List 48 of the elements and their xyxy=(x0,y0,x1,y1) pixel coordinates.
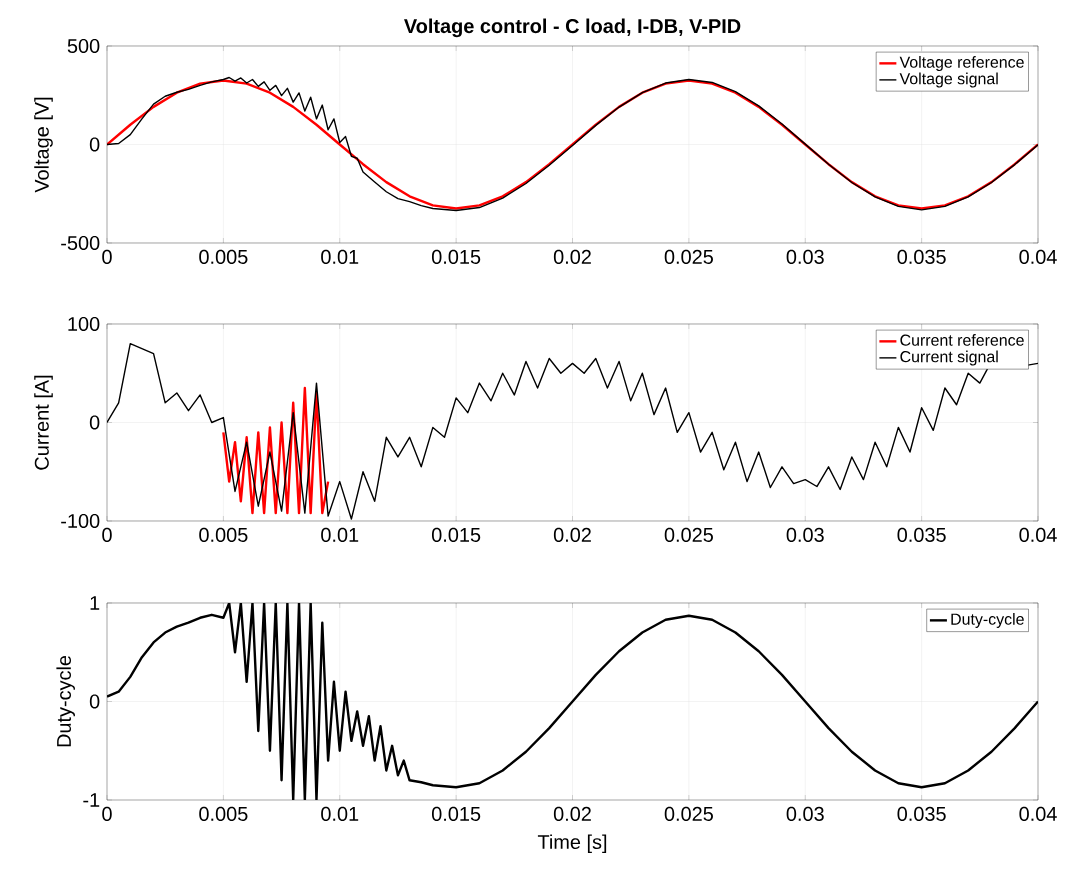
legend-label: Current reference xyxy=(900,334,1024,346)
legend-label: Voltage signal xyxy=(899,72,998,88)
y-axis-title: Duty-cycle xyxy=(56,655,75,747)
x-tick-label: 0.03 xyxy=(786,806,824,821)
x-tick-label: 0.04 xyxy=(1019,806,1057,821)
x-tick-label: 0 xyxy=(102,527,112,542)
x-tick-label: 0.01 xyxy=(321,249,359,264)
y-axis-title: Voltage [V] xyxy=(34,97,53,193)
y-tick-label: -500 xyxy=(61,235,100,251)
x-tick-label: 0.025 xyxy=(664,527,713,542)
y-tick-label: 1 xyxy=(90,596,100,610)
x-tick-label: 0 xyxy=(102,806,112,821)
x-tick-label: 0.01 xyxy=(321,527,359,542)
chart-title: Voltage control - C load, I-DB, V-PID xyxy=(404,18,741,38)
y-tick-label: 100 xyxy=(68,316,100,332)
x-axis-title: Time [s] xyxy=(537,834,607,854)
x-tick-label: 0 xyxy=(102,249,112,264)
x-tick-label: 0.03 xyxy=(786,249,824,264)
x-tick-label: 0.015 xyxy=(431,527,481,542)
y-tick-label: 0 xyxy=(89,694,100,709)
x-tick-label: 0.01 xyxy=(321,806,359,821)
x-tick-label: 0.035 xyxy=(897,806,946,821)
x-tick-label: 0.005 xyxy=(199,527,248,542)
y-axis-title: Current [A] xyxy=(34,375,53,470)
x-tick-label: 0.035 xyxy=(897,527,946,542)
line-series xyxy=(107,603,1039,800)
x-tick-label: 0.025 xyxy=(664,806,713,821)
x-tick-label: 0.02 xyxy=(553,249,591,264)
x-tick-label: 0.04 xyxy=(1019,527,1057,542)
x-tick-label: 0.04 xyxy=(1019,249,1057,264)
y-tick-label: -1 xyxy=(83,793,100,807)
legend-label: Duty-cycle xyxy=(951,613,1024,628)
x-tick-label: 0.02 xyxy=(553,806,591,821)
x-tick-label: 0.015 xyxy=(431,806,481,821)
y-tick-label: 0 xyxy=(89,137,100,152)
x-tick-label: 0.005 xyxy=(199,249,248,264)
line-series xyxy=(222,386,330,515)
x-tick-label: 0.005 xyxy=(199,806,248,821)
x-tick-label: 0.025 xyxy=(664,249,713,264)
x-tick-label: 0.015 xyxy=(431,249,481,264)
y-tick-label: 0 xyxy=(89,415,100,430)
legend-label: Voltage reference xyxy=(899,56,1024,71)
legend-label: Current signal xyxy=(900,350,998,366)
y-tick-label: 500 xyxy=(67,38,100,54)
x-tick-label: 0.02 xyxy=(553,527,591,542)
x-tick-label: 0.035 xyxy=(897,249,946,264)
y-tick-label: -100 xyxy=(61,513,100,529)
x-tick-label: 0.03 xyxy=(786,527,824,542)
